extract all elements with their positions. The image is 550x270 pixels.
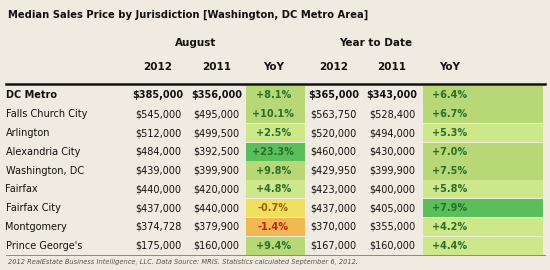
Text: 2012: 2012 (319, 62, 348, 72)
FancyBboxPatch shape (423, 143, 543, 161)
Text: $430,000: $430,000 (369, 147, 415, 157)
Text: $494,000: $494,000 (369, 128, 415, 138)
Text: $385,000: $385,000 (133, 90, 184, 100)
FancyBboxPatch shape (423, 161, 543, 180)
Text: $167,000: $167,000 (310, 241, 356, 251)
Text: +5.3%: +5.3% (432, 128, 467, 138)
Text: $379,900: $379,900 (194, 222, 240, 232)
Text: $495,000: $495,000 (194, 109, 240, 119)
FancyBboxPatch shape (246, 143, 305, 161)
FancyBboxPatch shape (246, 161, 305, 180)
Text: YoY: YoY (439, 62, 460, 72)
Text: August: August (175, 39, 217, 49)
Text: $399,900: $399,900 (369, 166, 415, 176)
Text: $484,000: $484,000 (135, 147, 181, 157)
Text: +9.4%: +9.4% (256, 241, 291, 251)
Text: +7.9%: +7.9% (432, 203, 467, 213)
Text: +8.1%: +8.1% (256, 90, 291, 100)
Text: +9.8%: +9.8% (256, 166, 291, 176)
FancyBboxPatch shape (246, 180, 305, 198)
Text: Falls Church City: Falls Church City (6, 109, 87, 119)
Text: $499,500: $499,500 (194, 128, 240, 138)
Text: DC Metro: DC Metro (6, 90, 57, 100)
Text: -1.4%: -1.4% (258, 222, 289, 232)
Text: Montgomery: Montgomery (6, 222, 67, 232)
Text: 2012 RealEstate Business Intelligence, LLC. Data Source: MRIS. Statistics calcul: 2012 RealEstate Business Intelligence, L… (8, 259, 358, 265)
Text: 2011: 2011 (202, 62, 231, 72)
Text: $440,000: $440,000 (194, 203, 240, 213)
Text: $399,900: $399,900 (194, 166, 240, 176)
Text: Year to Date: Year to Date (339, 39, 412, 49)
Text: $355,000: $355,000 (369, 222, 415, 232)
Text: $545,000: $545,000 (135, 109, 181, 119)
Text: Alexandria City: Alexandria City (6, 147, 80, 157)
FancyBboxPatch shape (246, 105, 305, 123)
FancyBboxPatch shape (423, 86, 543, 104)
Text: $429,950: $429,950 (310, 166, 356, 176)
Text: +7.5%: +7.5% (432, 166, 467, 176)
Text: $437,000: $437,000 (310, 203, 356, 213)
Text: $423,000: $423,000 (310, 184, 356, 194)
Text: Arlington: Arlington (6, 128, 50, 138)
Text: Prince George's: Prince George's (6, 241, 82, 251)
FancyBboxPatch shape (246, 86, 305, 104)
Text: +4.8%: +4.8% (256, 184, 291, 194)
Text: $356,000: $356,000 (191, 90, 242, 100)
Text: $370,000: $370,000 (310, 222, 356, 232)
FancyBboxPatch shape (246, 199, 305, 217)
Text: 2012: 2012 (144, 62, 173, 72)
Text: $440,000: $440,000 (135, 184, 181, 194)
Text: $400,000: $400,000 (369, 184, 415, 194)
Text: Fairfax City: Fairfax City (6, 203, 60, 213)
Text: $437,000: $437,000 (135, 203, 181, 213)
FancyBboxPatch shape (423, 180, 543, 198)
Text: $563,750: $563,750 (310, 109, 356, 119)
Text: +23.3%: +23.3% (252, 147, 294, 157)
Text: $528,400: $528,400 (369, 109, 415, 119)
Text: Fairfax: Fairfax (6, 184, 38, 194)
Text: 2011: 2011 (377, 62, 406, 72)
FancyBboxPatch shape (246, 124, 305, 142)
Text: +7.0%: +7.0% (432, 147, 467, 157)
FancyBboxPatch shape (423, 124, 543, 142)
Text: $343,000: $343,000 (366, 90, 417, 100)
Text: $520,000: $520,000 (310, 128, 356, 138)
Text: $392,500: $392,500 (194, 147, 240, 157)
FancyBboxPatch shape (423, 237, 543, 255)
Text: $460,000: $460,000 (310, 147, 356, 157)
Text: +4.4%: +4.4% (432, 241, 467, 251)
Text: $512,000: $512,000 (135, 128, 181, 138)
Text: $365,000: $365,000 (308, 90, 359, 100)
Text: +6.7%: +6.7% (432, 109, 467, 119)
Text: $439,000: $439,000 (135, 166, 181, 176)
Text: +4.2%: +4.2% (432, 222, 467, 232)
Text: +6.4%: +6.4% (432, 90, 467, 100)
Text: +5.8%: +5.8% (432, 184, 467, 194)
FancyBboxPatch shape (423, 199, 543, 217)
Text: YoY: YoY (263, 62, 284, 72)
Text: Washington, DC: Washington, DC (6, 166, 84, 176)
Text: -0.7%: -0.7% (258, 203, 289, 213)
FancyBboxPatch shape (423, 218, 543, 236)
Text: Median Sales Price by Jurisdiction [Washington, DC Metro Area]: Median Sales Price by Jurisdiction [Wash… (8, 9, 368, 20)
FancyBboxPatch shape (423, 105, 543, 123)
Text: $160,000: $160,000 (194, 241, 240, 251)
Text: $160,000: $160,000 (369, 241, 415, 251)
Text: +2.5%: +2.5% (256, 128, 291, 138)
Text: $175,000: $175,000 (135, 241, 181, 251)
Text: $374,728: $374,728 (135, 222, 181, 232)
Text: $405,000: $405,000 (369, 203, 415, 213)
FancyBboxPatch shape (246, 218, 305, 236)
Text: $420,000: $420,000 (194, 184, 240, 194)
FancyBboxPatch shape (246, 237, 305, 255)
Text: +10.1%: +10.1% (252, 109, 294, 119)
